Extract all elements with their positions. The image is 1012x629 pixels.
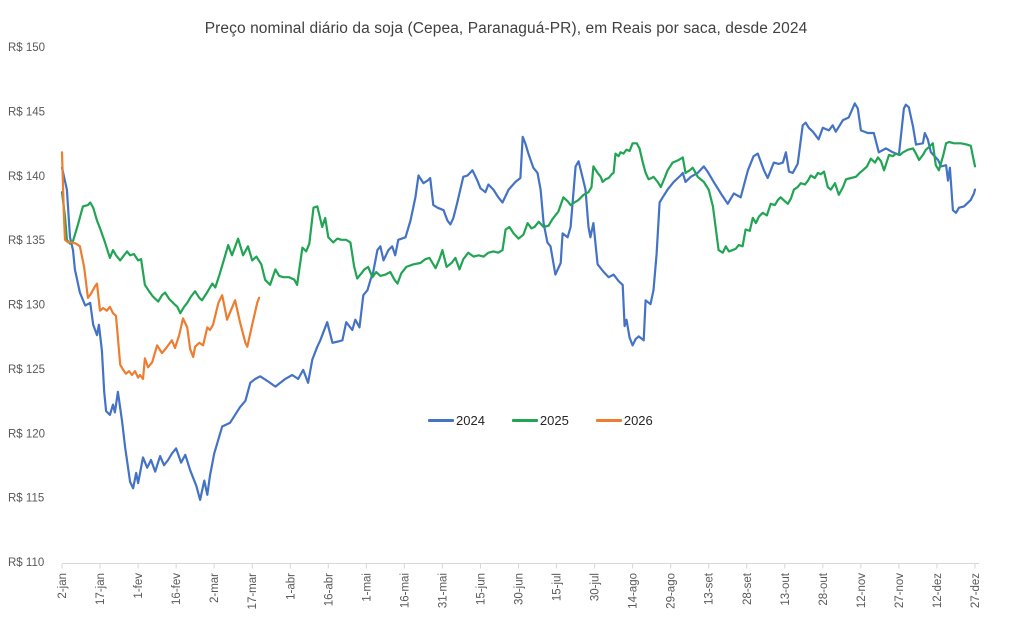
- series-line-2024: [60, 102, 977, 501]
- series-line-2026: [60, 151, 261, 380]
- x-axis-label: 29-ago: [666, 573, 678, 609]
- legend-label-2025: 2025: [539, 413, 569, 428]
- x-axis-label: 12-nov: [856, 573, 868, 608]
- legend-item-2024: 2024: [428, 413, 485, 428]
- x-axis-label: 17-jan: [95, 573, 107, 605]
- x-axis-label: 13-out: [780, 572, 792, 605]
- x-axis-label: 30-jul: [590, 573, 602, 601]
- legend-label-2026: 2026: [623, 413, 653, 428]
- x-axis-label: 1-fev: [133, 573, 145, 599]
- x-axis-label: 1-abr: [285, 573, 297, 600]
- x-axis-label: 17-mar: [247, 573, 259, 610]
- legend-swatch-2025: [511, 419, 538, 422]
- legend-swatch-2026: [595, 419, 622, 422]
- x-axis-label: 16-mai: [399, 573, 411, 608]
- y-axis-label: R$ 145: [8, 106, 45, 118]
- x-axis-label: 15-jul: [552, 573, 564, 601]
- legend-swatch-2024: [428, 419, 454, 422]
- x-axis-label: 2-jan: [57, 573, 69, 599]
- y-axis-label: R$ 150: [8, 42, 45, 54]
- x-axis-label: 30-jun: [514, 573, 526, 605]
- y-axis-label: R$ 115: [8, 493, 44, 505]
- x-axis-label: 2-mar: [209, 573, 221, 603]
- x-axis-label: 14-ago: [628, 573, 640, 609]
- chart-title: Preço nominal diário da soja (Cepea, Par…: [204, 20, 808, 37]
- x-axis-label: 16-fev: [171, 573, 183, 605]
- y-axis-label: R$ 130: [8, 300, 45, 312]
- legend-label-2024: 2024: [456, 413, 485, 428]
- y-axis-label: R$ 125: [8, 364, 45, 376]
- x-axis-label: 28-out: [818, 572, 830, 605]
- series-line-2025: [60, 140, 977, 315]
- y-axis-label: R$ 110: [8, 557, 44, 569]
- y-axis-label: R$ 120: [8, 428, 45, 440]
- x-axis-label: 31-mai: [437, 573, 449, 608]
- y-axis-label: R$ 140: [8, 171, 45, 183]
- x-axis-label: 15-jun: [475, 573, 487, 605]
- x-axis-label: 16-abr: [323, 573, 335, 606]
- x-axis-label: 12-dez: [932, 573, 944, 608]
- legend-item-2026: 2026: [595, 413, 653, 428]
- legend: 2024 2025 2026: [428, 413, 653, 428]
- x-axis-label: 27-dez: [970, 573, 982, 608]
- y-axis-label: R$ 135: [8, 235, 45, 247]
- x-axis-label: 28-set: [742, 572, 754, 605]
- x-axis-label: 1-mai: [361, 573, 373, 602]
- legend-item-2025: 2025: [511, 413, 569, 428]
- x-axis-label: 13-set: [704, 572, 716, 605]
- x-axis-label: 27-nov: [894, 573, 906, 608]
